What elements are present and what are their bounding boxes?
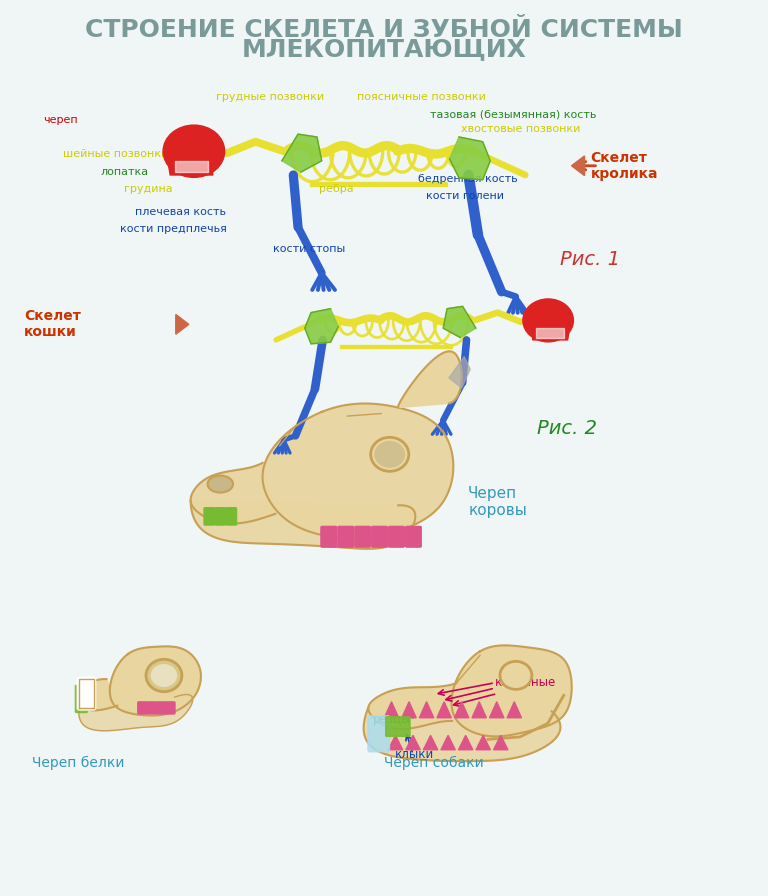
Polygon shape (398, 351, 462, 408)
Polygon shape (441, 736, 455, 750)
Text: Рис. 1: Рис. 1 (560, 250, 620, 270)
FancyBboxPatch shape (338, 527, 353, 547)
FancyBboxPatch shape (226, 508, 237, 525)
FancyBboxPatch shape (368, 716, 389, 752)
FancyBboxPatch shape (321, 527, 336, 547)
Polygon shape (190, 501, 415, 549)
Polygon shape (449, 137, 490, 180)
Text: Череп белки: Череп белки (32, 756, 124, 771)
Polygon shape (571, 156, 584, 176)
Polygon shape (402, 702, 416, 718)
Text: коренные: коренные (495, 676, 556, 689)
FancyBboxPatch shape (78, 677, 95, 710)
Polygon shape (489, 702, 504, 718)
Ellipse shape (151, 665, 177, 686)
Polygon shape (369, 684, 456, 729)
Polygon shape (282, 134, 322, 172)
FancyBboxPatch shape (75, 685, 88, 712)
Text: МЛЕКОПИТАЮЩИХ: МЛЕКОПИТАЮЩИХ (242, 38, 526, 61)
Text: Скелет
кролика: Скелет кролика (591, 151, 658, 181)
Text: грудина: грудина (124, 184, 172, 194)
Ellipse shape (523, 299, 574, 342)
Polygon shape (476, 736, 490, 750)
Polygon shape (494, 736, 508, 750)
FancyBboxPatch shape (406, 527, 421, 547)
Text: Рис. 2: Рис. 2 (537, 418, 597, 438)
Polygon shape (507, 702, 521, 718)
Text: ребра: ребра (319, 184, 353, 194)
Polygon shape (423, 736, 438, 750)
FancyBboxPatch shape (204, 508, 214, 525)
Polygon shape (389, 736, 402, 750)
Text: Скелет
кошки: Скелет кошки (25, 309, 81, 340)
Polygon shape (419, 702, 434, 718)
Polygon shape (190, 463, 276, 523)
Text: кости стопы: кости стопы (273, 244, 346, 254)
Text: лопатка: лопатка (101, 167, 149, 177)
Polygon shape (110, 646, 201, 716)
Polygon shape (176, 314, 189, 334)
Text: поясничные позвонки: поясничные позвонки (357, 91, 486, 102)
Text: кости предплечья: кости предплечья (120, 224, 227, 235)
Polygon shape (455, 702, 468, 718)
FancyBboxPatch shape (157, 702, 166, 714)
FancyBboxPatch shape (147, 702, 157, 714)
Text: клыки: клыки (395, 748, 434, 761)
FancyBboxPatch shape (137, 702, 147, 714)
Text: СТРОЕНИЕ СКЕЛЕТА И ЗУБНОЙ СИСТЕМЫ: СТРОЕНИЕ СКЕЛЕТА И ЗУБНОЙ СИСТЕМЫ (85, 18, 683, 41)
Text: плечевая кость: плечевая кость (135, 207, 227, 218)
FancyBboxPatch shape (372, 527, 387, 547)
Polygon shape (449, 357, 470, 388)
FancyBboxPatch shape (166, 702, 175, 714)
Text: грудные позвонки: грудные позвонки (216, 91, 324, 102)
FancyBboxPatch shape (389, 527, 404, 547)
Text: череп: череп (43, 115, 78, 125)
Text: Череп собаки: Череп собаки (384, 756, 484, 771)
Text: бедренная кость: бедренная кость (419, 174, 518, 185)
Text: шейные позвонки: шейные позвонки (62, 149, 167, 159)
Text: хвостовые позвонки: хвостовые позвонки (461, 124, 580, 134)
Polygon shape (458, 736, 473, 750)
Text: Череп
коровы: Череп коровы (468, 486, 527, 518)
Ellipse shape (207, 476, 233, 493)
Polygon shape (406, 736, 420, 750)
FancyBboxPatch shape (386, 717, 410, 737)
Polygon shape (363, 707, 561, 762)
Polygon shape (79, 694, 193, 731)
Polygon shape (78, 679, 118, 711)
Polygon shape (263, 403, 453, 538)
Polygon shape (443, 306, 476, 338)
Text: резцы: резцы (372, 713, 411, 726)
Ellipse shape (371, 437, 409, 471)
Polygon shape (437, 702, 452, 718)
Polygon shape (452, 645, 571, 737)
Polygon shape (472, 702, 486, 718)
Ellipse shape (500, 661, 531, 689)
Text: кости голени: кости голени (426, 191, 504, 202)
Text: тазовая (безымянная) кость: тазовая (безымянная) кость (430, 109, 596, 120)
Ellipse shape (163, 125, 225, 177)
Polygon shape (167, 159, 213, 175)
Polygon shape (532, 327, 570, 340)
FancyBboxPatch shape (215, 508, 226, 525)
Ellipse shape (146, 659, 182, 692)
FancyBboxPatch shape (355, 527, 370, 547)
Polygon shape (305, 309, 338, 344)
Polygon shape (384, 702, 399, 718)
Ellipse shape (375, 442, 405, 467)
